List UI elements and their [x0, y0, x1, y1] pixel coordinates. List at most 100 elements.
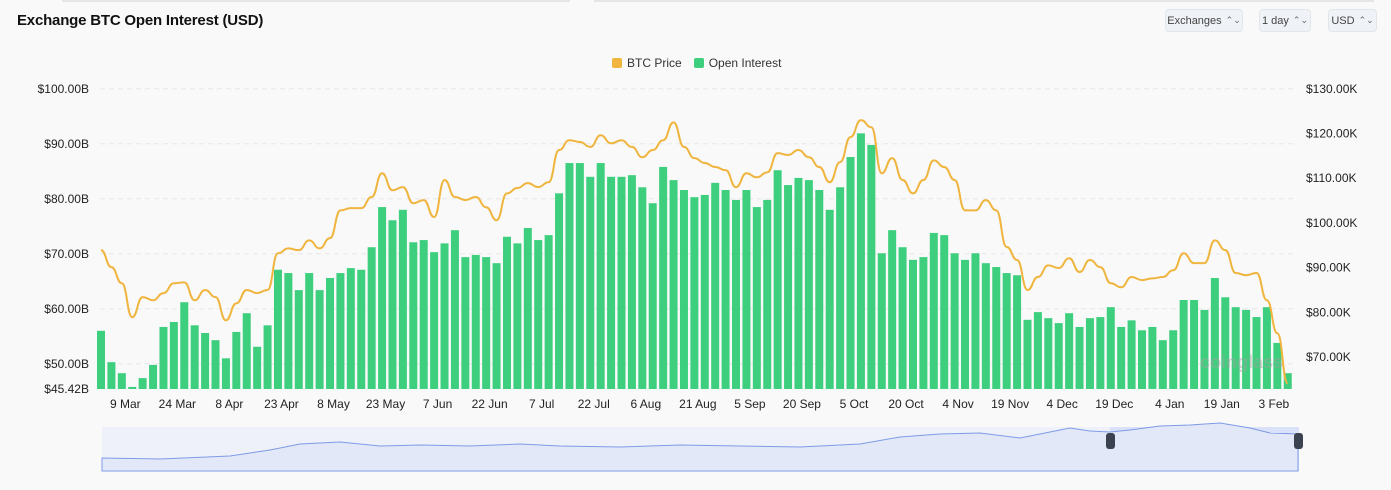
open-interest-bar [107, 362, 116, 389]
legend-item-btc-price[interactable]: BTC Price [612, 56, 682, 70]
open-interest-bar [700, 194, 709, 389]
open-interest-bar [1096, 317, 1105, 389]
x-tick-label: 20 Oct [888, 397, 924, 411]
open-interest-bar [378, 207, 387, 389]
open-interest-bar [1065, 313, 1074, 389]
open-interest-bar [721, 190, 730, 389]
open-interest-bar [784, 185, 793, 389]
y-left-tick-label: $100.00B [38, 82, 89, 96]
open-interest-bar [326, 278, 335, 389]
coinglass-watermark: coinglass [1200, 352, 1284, 372]
open-interest-bar [284, 273, 293, 389]
y-left-tick-label: $70.00B [44, 247, 89, 261]
navigator-right-handle[interactable] [1294, 433, 1303, 449]
open-interest-bar [117, 373, 126, 389]
open-interest-bar [596, 163, 605, 389]
x-tick-label: 24 Mar [159, 397, 196, 411]
open-interest-bar [940, 235, 949, 389]
open-interest-bar [398, 209, 407, 389]
open-interest-bar [856, 133, 865, 389]
divider [62, 0, 570, 2]
interval-label: 1 day [1261, 14, 1289, 27]
open-interest-bar [211, 340, 220, 389]
open-interest-bar [221, 358, 230, 389]
open-interest-bar [513, 243, 522, 389]
y-left-tick-label: $90.00B [44, 137, 89, 151]
interval-select[interactable]: 1 day ⌃⌄ [1259, 9, 1311, 32]
open-interest-bar [607, 176, 616, 389]
open-interest-bar [1200, 309, 1209, 389]
open-interest-bar [502, 236, 511, 389]
open-interest-bar [1023, 319, 1032, 389]
x-tick-label: 6 Aug [630, 397, 661, 411]
open-interest-bar [794, 177, 803, 389]
open-interest-bar [908, 259, 917, 389]
open-interest-bar [1044, 318, 1053, 389]
open-interest-bar [190, 325, 199, 389]
open-interest-bar [138, 378, 147, 389]
x-tick-label: 19 Dec [1095, 397, 1133, 411]
open-interest-bar [575, 163, 584, 389]
open-interest-bar [232, 331, 241, 389]
y-right-tick-label: $120.00K [1306, 127, 1357, 141]
currency-select[interactable]: USD ⌃⌄ [1328, 9, 1377, 32]
open-interest-bar [253, 346, 262, 389]
open-interest-bar [471, 254, 480, 389]
legend-item-open-interest[interactable]: Open Interest [693, 56, 781, 70]
x-tick-label: 23 May [366, 397, 405, 411]
navigator-series [101, 422, 1299, 472]
navigator-left-handle[interactable] [1106, 433, 1115, 449]
open-interest-bar [752, 207, 761, 389]
y-right-tick-label: $70.00K [1306, 350, 1351, 364]
open-interest-bar [419, 240, 428, 389]
open-interest-bar [409, 242, 418, 389]
open-interest-bar [482, 257, 491, 389]
open-interest-bar [929, 232, 938, 389]
open-interest-bar [586, 176, 595, 389]
exchanges-label: Exchanges [1167, 14, 1222, 27]
y-right-tick-label: $110.00K [1306, 171, 1357, 185]
open-interest-bar [450, 230, 459, 389]
x-tick-label: 23 Apr [264, 397, 299, 411]
x-tick-label: 7 Jun [423, 397, 452, 411]
exchanges-select[interactable]: Exchanges ⌃⌄ [1165, 9, 1243, 32]
x-tick-label: 3 Feb [1259, 397, 1290, 411]
x-tick-label: 19 Jan [1204, 397, 1240, 411]
x-tick-label: 22 Jul [578, 397, 610, 411]
open-interest-bar [97, 330, 105, 389]
open-interest-bar [1148, 326, 1157, 389]
y-right-tick-label: $100.00K [1306, 216, 1357, 230]
open-interest-bar [971, 253, 980, 389]
x-tick-label: 5 Sep [734, 397, 766, 411]
open-interest-bar [950, 253, 959, 389]
legend-swatch [693, 58, 704, 68]
open-interest-bar [263, 325, 272, 389]
legend: BTC Price Open Interest [612, 56, 781, 70]
x-tick-label: 22 Jun [472, 397, 508, 411]
x-tick-label: 5 Oct [840, 397, 869, 411]
open-interest-bar [159, 326, 168, 389]
legend-label: BTC Price [627, 56, 682, 70]
open-interest-bar [825, 209, 834, 389]
legend-swatch [612, 58, 622, 68]
open-interest-bar [648, 203, 657, 389]
open-interest-bar [180, 302, 189, 389]
x-tick-label: 4 Nov [942, 397, 973, 411]
open-interest-bar [711, 182, 720, 389]
navigator[interactable] [101, 422, 1303, 472]
open-interest-bar [1221, 297, 1230, 389]
y-left-tick-label: $80.00B [44, 192, 89, 206]
open-interest-bar [440, 243, 449, 389]
open-interest-bar [836, 187, 845, 389]
x-tick-label: 8 May [317, 397, 350, 411]
open-interest-bar [336, 273, 345, 389]
open-interest-bar [638, 187, 647, 389]
currency-label: USD [1331, 14, 1355, 27]
open-interest-bar [669, 180, 678, 389]
open-interest-bar [305, 273, 314, 389]
x-tick-label: 19 Nov [991, 397, 1029, 411]
open-interest-bar [981, 263, 990, 389]
open-interest-bar [1252, 317, 1261, 389]
